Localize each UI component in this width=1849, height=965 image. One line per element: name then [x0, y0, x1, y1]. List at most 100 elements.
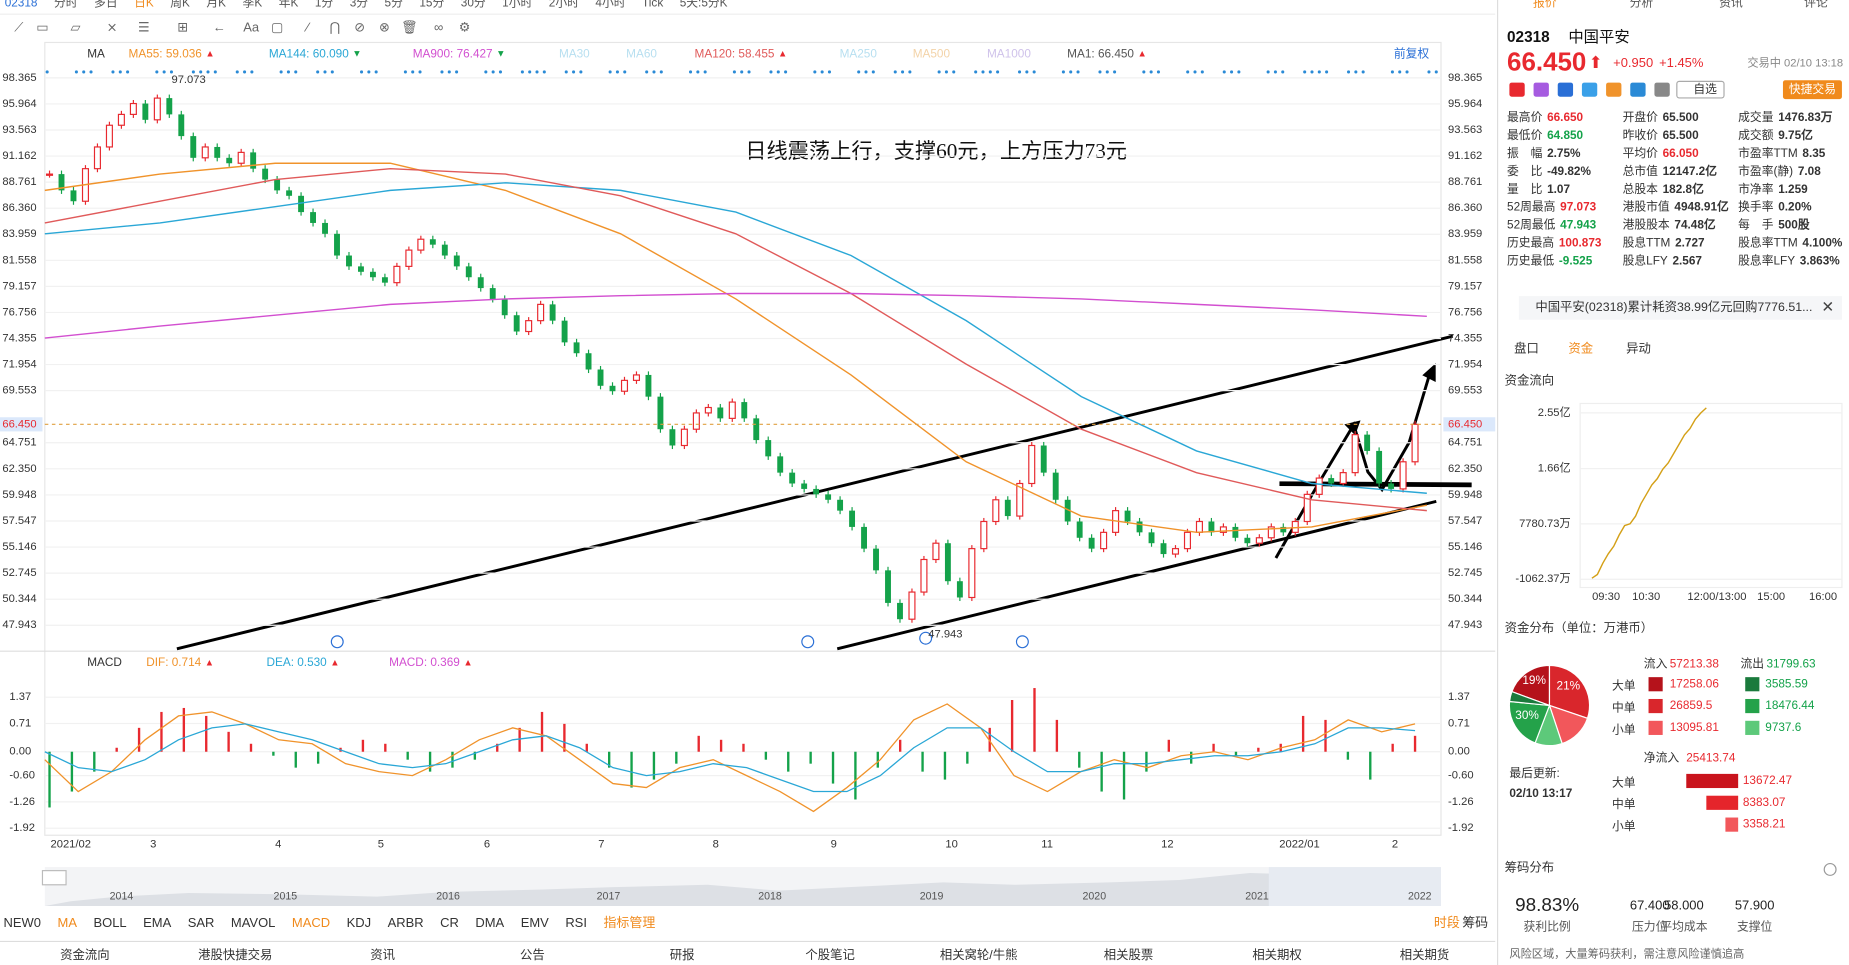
- toolbar-item[interactable]: 日K: [134, 0, 154, 10]
- indicator-tab[interactable]: ARBR: [388, 915, 424, 930]
- tool-icon[interactable]: ←: [213, 20, 226, 35]
- tool-icon[interactable]: ∕: [304, 20, 311, 35]
- tool-icon[interactable]: ⊞: [177, 20, 188, 35]
- bottom-tab[interactable]: 个股笔记: [805, 947, 855, 962]
- tool-icon[interactable]: ▢: [271, 20, 283, 35]
- event-dot: [418, 70, 422, 74]
- indicator-tab[interactable]: RSI: [565, 915, 587, 930]
- trade-label[interactable]: 快捷交易: [1789, 82, 1836, 96]
- indicator-tab[interactable]: MAVOL: [231, 915, 275, 930]
- side-tab[interactable]: 时段: [1434, 915, 1460, 930]
- toolbar-item[interactable]: 4小时: [595, 0, 625, 10]
- toolbar-item[interactable]: 分时: [54, 0, 78, 10]
- toolbar-item[interactable]: 1小时: [502, 0, 532, 10]
- watch-label[interactable]: 自选: [1693, 83, 1717, 96]
- indicator-tab[interactable]: SAR: [188, 915, 215, 930]
- badge-icon[interactable]: [1533, 82, 1549, 97]
- toolbar-item[interactable]: 5分: [385, 0, 404, 10]
- badge-icon[interactable]: [1630, 82, 1646, 97]
- news[interactable]: 中国平安(02318)累计耗资38.99亿元回购7776.51...: [1535, 299, 1812, 314]
- badge-icon[interactable]: [1509, 82, 1525, 97]
- bottom-tab[interactable]: 港股快捷交易: [198, 947, 272, 962]
- tool-icon[interactable]: ⚙: [459, 20, 471, 35]
- watch-button[interactable]: [1676, 80, 1725, 99]
- indicator-tab[interactable]: MA: [58, 915, 78, 930]
- adjust-mode[interactable]: 前复权: [1394, 46, 1430, 60]
- indicator-tab[interactable]: EMA: [143, 915, 171, 930]
- toolbar-item[interactable]: 5天:5分K: [680, 0, 728, 10]
- indicator-tab[interactable]: KDJ: [347, 915, 372, 930]
- y-tick-label-left: 93.563: [2, 124, 36, 136]
- tool-icon[interactable]: ▭: [36, 20, 48, 35]
- news-box[interactable]: [1518, 296, 1842, 320]
- news-close[interactable]: ✕: [1821, 299, 1834, 316]
- toolbar-item[interactable]: 2小时: [549, 0, 579, 10]
- bottom-tab[interactable]: 公告: [520, 948, 545, 962]
- tool-icon[interactable]: Aa: [243, 20, 260, 35]
- tool-icon[interactable]: ☰: [138, 20, 150, 35]
- event-markers[interactable]: [330, 631, 1029, 649]
- tool-icon[interactable]: ∞: [434, 20, 443, 35]
- x-tick-label: 12:00/13:00: [1687, 591, 1746, 603]
- toolbar-item[interactable]: 3分: [350, 0, 369, 10]
- bottom-tab[interactable]: 资金流向: [60, 947, 110, 962]
- toolbar-item[interactable]: 02318: [5, 0, 38, 10]
- fund-tab[interactable]: 盘口: [1514, 340, 1539, 355]
- indicator-name[interactable]: MA: [87, 47, 105, 60]
- overview-window[interactable]: [1268, 867, 1441, 907]
- trade-button[interactable]: [1782, 80, 1842, 100]
- toolbar-item[interactable]: Tick: [642, 0, 663, 10]
- badge-icon[interactable]: [1581, 82, 1598, 97]
- indicator-tab[interactable]: CR: [440, 915, 459, 930]
- toolbar-item[interactable]: 30分: [461, 0, 486, 10]
- bottom-tab[interactable]: 相关期权: [1252, 947, 1302, 962]
- event-marker[interactable]: [919, 631, 933, 645]
- event-dot: [776, 70, 780, 74]
- fund-tab[interactable]: 资金: [1568, 340, 1593, 355]
- toolbar-item[interactable]: 多日: [94, 0, 118, 10]
- help-icon[interactable]: [1823, 862, 1837, 876]
- badge-icon[interactable]: [1606, 82, 1622, 97]
- quote-tab[interactable]: 评论: [1804, 0, 1828, 10]
- toolbar-item[interactable]: 周K: [170, 0, 190, 10]
- tool-icon[interactable]: ⊘: [354, 20, 365, 35]
- indicator-tab[interactable]: EMV: [521, 915, 549, 930]
- toolbar-item[interactable]: 月K: [206, 0, 226, 10]
- tool-icon[interactable]: ⟋: [14, 20, 24, 35]
- indicator-name[interactable]: MACD: [87, 656, 122, 669]
- badge-icon[interactable]: [1654, 82, 1670, 97]
- toolbar-item[interactable]: 年K: [279, 0, 299, 10]
- badge-icon[interactable]: [1557, 82, 1574, 97]
- tool-icon[interactable]: ▱: [70, 20, 80, 35]
- bottom-tab[interactable]: 相关期货: [1400, 947, 1450, 962]
- indicator-tab[interactable]: 指标管理: [603, 915, 655, 930]
- bottom-tab[interactable]: 资讯: [370, 948, 395, 962]
- indicator-tab[interactable]: DMA: [475, 915, 504, 930]
- indicator-tab[interactable]: NEW0: [4, 915, 41, 930]
- bottom-tab[interactable]: 相关股票: [1104, 948, 1154, 962]
- event-dot: [235, 70, 239, 74]
- event-marker[interactable]: [330, 635, 344, 649]
- quote-tab[interactable]: 报价: [1533, 0, 1557, 10]
- toolbar-item[interactable]: 季K: [243, 0, 263, 10]
- bottom-tab[interactable]: 研报: [670, 947, 695, 962]
- indicator-tab[interactable]: BOLL: [93, 915, 126, 930]
- quote-tab[interactable]: 资讯: [1719, 0, 1743, 10]
- stat-value: 4.100%: [1802, 237, 1842, 250]
- toolbar-item[interactable]: 1分: [315, 0, 334, 10]
- candle: [405, 249, 413, 267]
- toolbar-item[interactable]: 15分: [419, 0, 444, 10]
- tool-icon[interactable]: ⋂: [330, 20, 341, 35]
- tool-icon[interactable]: ⊗: [379, 20, 390, 35]
- side-tab[interactable]: 筹码: [1462, 915, 1488, 930]
- fund-tab[interactable]: 异动: [1626, 341, 1651, 355]
- candle: [1076, 521, 1083, 538]
- tool-icon[interactable]: ⨯: [107, 20, 118, 35]
- event-marker[interactable]: [801, 635, 815, 649]
- tool-icon[interactable]: 🗑: [401, 20, 417, 35]
- event-marker[interactable]: [1015, 635, 1029, 649]
- quote-tab[interactable]: 分析: [1630, 0, 1654, 10]
- overview-handle[interactable]: [41, 870, 67, 886]
- bottom-tab[interactable]: 相关窝轮/牛熊: [940, 947, 1018, 962]
- indicator-tab[interactable]: MACD: [292, 915, 330, 930]
